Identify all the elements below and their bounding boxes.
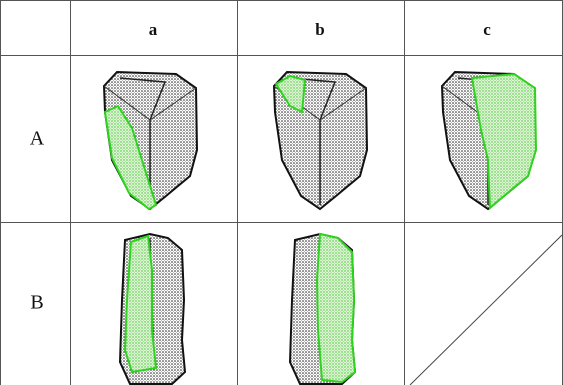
row-header: A	[30, 128, 45, 150]
segment-highlight	[125, 236, 156, 372]
point-cloud-a-b	[274, 72, 367, 209]
empty-cell-diagonal	[410, 235, 562, 385]
column-header: b	[315, 20, 324, 39]
point-cloud-b-b	[290, 234, 355, 384]
column-header: c	[483, 20, 491, 39]
point-cloud-a-c	[442, 72, 536, 209]
row-header: B	[30, 292, 43, 314]
segment-highlight	[317, 234, 355, 382]
column-header: a	[149, 20, 158, 39]
point-cloud-a-a	[104, 72, 197, 209]
figure-table: a b c A B	[0, 0, 563, 385]
point-cloud-b-a	[120, 234, 185, 384]
